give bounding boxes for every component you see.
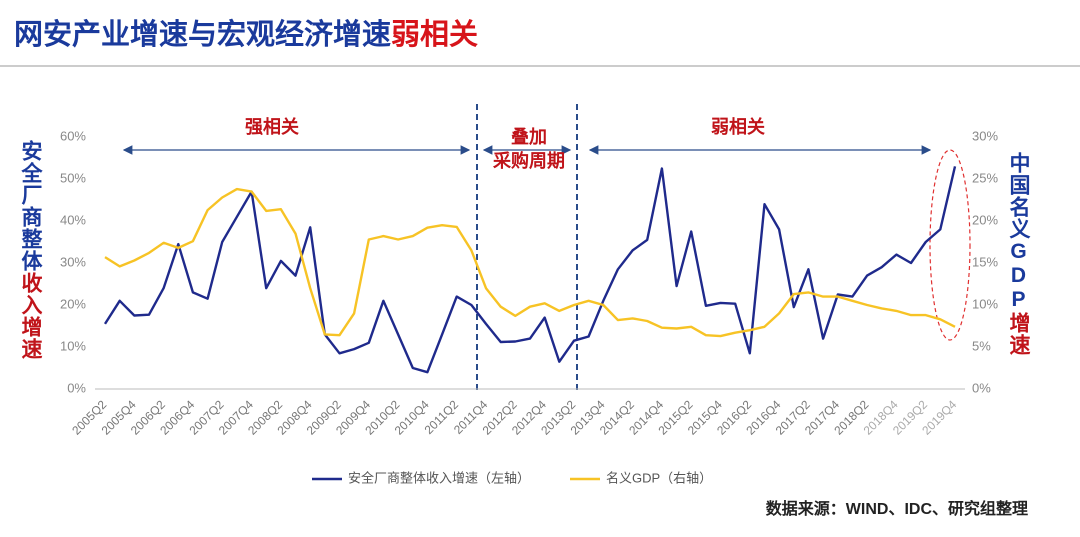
- y-tick-label: 60%: [60, 128, 86, 143]
- source: 数据来源：WIND、IDC、研究组整理: [766, 499, 1028, 518]
- y-label-part: 安全厂商整体: [19, 140, 42, 272]
- chart-title: 网安产业增速与宏观经济增速弱相关: [14, 17, 478, 51]
- y2-axis-label: 中国名义GDP增速: [1007, 152, 1030, 356]
- series-line: [104, 187, 956, 338]
- y-tick-label: 20%: [60, 296, 86, 311]
- y-label-part: 收入增速: [19, 272, 42, 360]
- y2-tick-label: 25%: [972, 170, 998, 185]
- y2-tick-label: 0%: [972, 380, 991, 395]
- y-tick-label: 10%: [60, 338, 86, 353]
- series-line: [103, 166, 957, 374]
- title-highlight: 弱相关: [391, 18, 478, 51]
- y2-tick-label: 15%: [972, 254, 998, 269]
- title-main: 网安产业增速与宏观经济增速: [14, 17, 391, 51]
- y-tick-label: 0%: [67, 380, 86, 395]
- y-tick-label: 40%: [60, 212, 86, 227]
- legend-label: 名义GDP（右轴）: [606, 470, 712, 485]
- y-tick-label: 50%: [60, 170, 86, 185]
- annotation: 弱相关: [711, 116, 765, 137]
- annotation: 强相关: [245, 116, 299, 137]
- y2-label-part: 中国名义GDP: [1007, 152, 1030, 312]
- y2-tick-label: 30%: [972, 128, 998, 143]
- y-axis-label: 安全厂商整体收入增速: [19, 140, 42, 360]
- annotation: 叠加: [511, 127, 547, 147]
- y2-tick-label: 5%: [972, 338, 991, 353]
- y-tick-label: 30%: [60, 254, 86, 269]
- y2-tick-label: 10%: [972, 296, 998, 311]
- legend-label: 安全厂商整体收入增速（左轴）: [348, 470, 530, 485]
- y2-label-part: 增速: [1007, 312, 1030, 356]
- y2-tick-label: 20%: [972, 212, 998, 227]
- annotation: 采购周期: [492, 150, 565, 171]
- highlight-ellipse: [929, 149, 971, 341]
